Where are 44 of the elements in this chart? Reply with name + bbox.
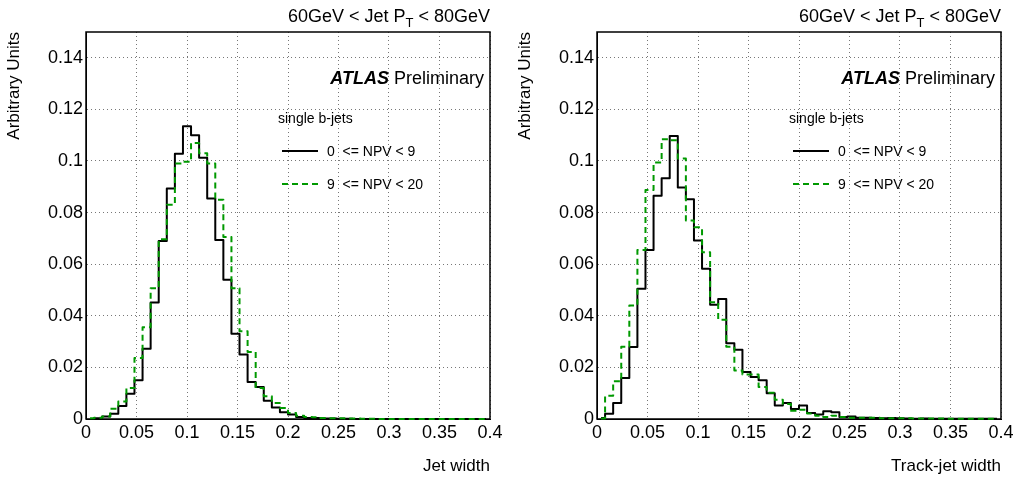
y-tick-label: 0.08 — [558, 201, 594, 222]
x-tick-label: 0.1 — [174, 421, 200, 442]
x-tick-label: 0.3 — [376, 421, 402, 442]
x-tick-label: 0.2 — [786, 421, 812, 442]
x-tick-label: 0.15 — [219, 421, 256, 442]
x-axis-title: Track-jet width — [891, 456, 1001, 476]
y-tick-label: 0.14 — [47, 46, 83, 67]
y-tick-label: 0.08 — [47, 201, 83, 222]
y-tick-label: 0.02 — [47, 356, 83, 377]
y-tick-label: 0.14 — [558, 46, 594, 67]
x-tick-label: 0.05 — [118, 421, 155, 442]
y-axis-title: Arbitrary Units — [514, 32, 534, 140]
y-tick-label: 0.06 — [558, 253, 594, 274]
annotation: single b-jets — [789, 110, 864, 126]
y-tick-label: 0.02 — [558, 356, 594, 377]
x-tick-label: 0.15 — [730, 421, 767, 442]
x-tick-label: 0.35 — [421, 421, 458, 442]
y-tick-label: 0.12 — [47, 98, 83, 119]
y-tick-label: 0.1 — [568, 149, 594, 170]
x-tick-label: 0.35 — [932, 421, 969, 442]
x-tick-label: 0.3 — [887, 421, 913, 442]
x-tick-label: 0.25 — [831, 421, 868, 442]
x-tick-label: 0.25 — [320, 421, 357, 442]
y-tick-label: 0.1 — [57, 149, 83, 170]
annotation: ATLAS Preliminary — [329, 68, 485, 88]
x-tick-label: 0.2 — [275, 421, 301, 442]
y-tick-label: 0.04 — [47, 304, 83, 325]
legend-label: 0 <= NPV < 9 — [838, 143, 927, 159]
y-tick-label: 0.04 — [558, 304, 594, 325]
legend-label: 9 <= NPV < 20 — [327, 176, 424, 192]
x-tick-label: 0.05 — [629, 421, 666, 442]
x-tick-label: 0.4 — [477, 421, 503, 442]
legend-label: 0 <= NPV < 9 — [327, 143, 416, 159]
y-tick-label: 0.12 — [558, 98, 594, 119]
y-axis-title: Arbitrary Units — [3, 32, 23, 140]
legend-label: 9 <= NPV < 20 — [838, 176, 935, 192]
x-tick-label: 0.4 — [988, 421, 1014, 442]
y-tick-label: 0 — [583, 407, 594, 428]
x-tick-label: 0.1 — [685, 421, 711, 442]
y-tick-label: 0 — [72, 407, 83, 428]
y-tick-label: 0.06 — [47, 253, 83, 274]
x-axis-title: Jet width — [422, 456, 490, 476]
annotation: ATLAS Preliminary — [840, 68, 996, 88]
annotation: single b-jets — [278, 110, 353, 126]
